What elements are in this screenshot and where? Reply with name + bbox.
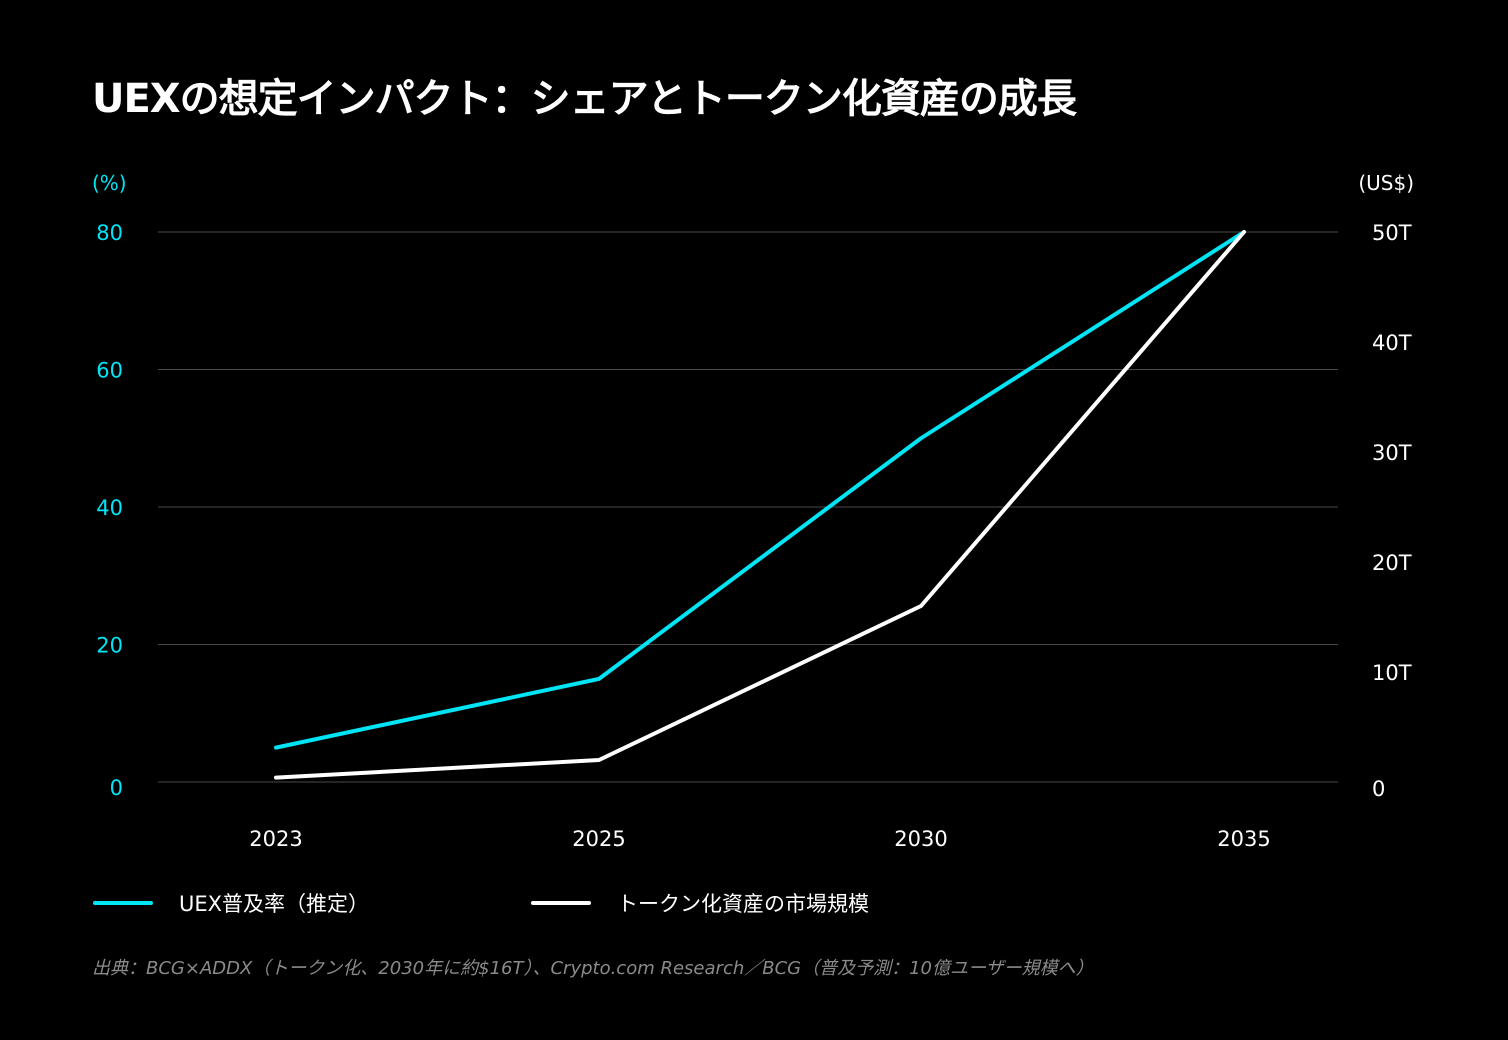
- y-right-tick-label: 30T: [1372, 441, 1412, 465]
- legend-label: トークン化資産の市場規模: [617, 892, 869, 916]
- source-note: 出典：BCG×ADDX（トークン化、2030年に約$16T）、Crypto.co…: [92, 958, 1094, 979]
- y-left-tick-label: 80: [96, 221, 123, 245]
- y-left-unit-label: (%): [92, 171, 127, 195]
- legend-swatch-cyan: [93, 901, 153, 905]
- x-tick-label: 2035: [1217, 827, 1270, 851]
- x-tick-label: 2030: [894, 827, 947, 851]
- y-right-tick-label: 50T: [1372, 221, 1412, 245]
- y-right-tick-label: 40T: [1372, 331, 1412, 355]
- x-tick-label: 2023: [249, 827, 302, 851]
- y-right-tick-label: 20T: [1372, 551, 1412, 575]
- legend-item-uex: UEX普及率（推定）: [93, 888, 369, 918]
- y-left-tick-label: 40: [96, 496, 123, 520]
- y-left-tick-label: 0: [110, 776, 123, 800]
- y-right-tick-label: 0: [1372, 777, 1385, 801]
- y-right-unit-label: (US$): [1358, 171, 1414, 195]
- x-tick-label: 2025: [572, 827, 625, 851]
- legend-swatch-white: [531, 901, 591, 905]
- chart-title: UEXの想定インパクト：シェアとトークン化資産の成長: [92, 76, 1077, 122]
- legend-label: UEX普及率（推定）: [179, 892, 370, 916]
- y-left-tick-label: 20: [96, 634, 123, 658]
- series-line-1: [274, 230, 1246, 780]
- legend-item-tokenized: トークン化資産の市場規模: [531, 888, 869, 918]
- y-right-tick-label: 10T: [1372, 661, 1412, 685]
- y-left-tick-label: 60: [96, 359, 123, 383]
- series-line-0: [274, 230, 1246, 750]
